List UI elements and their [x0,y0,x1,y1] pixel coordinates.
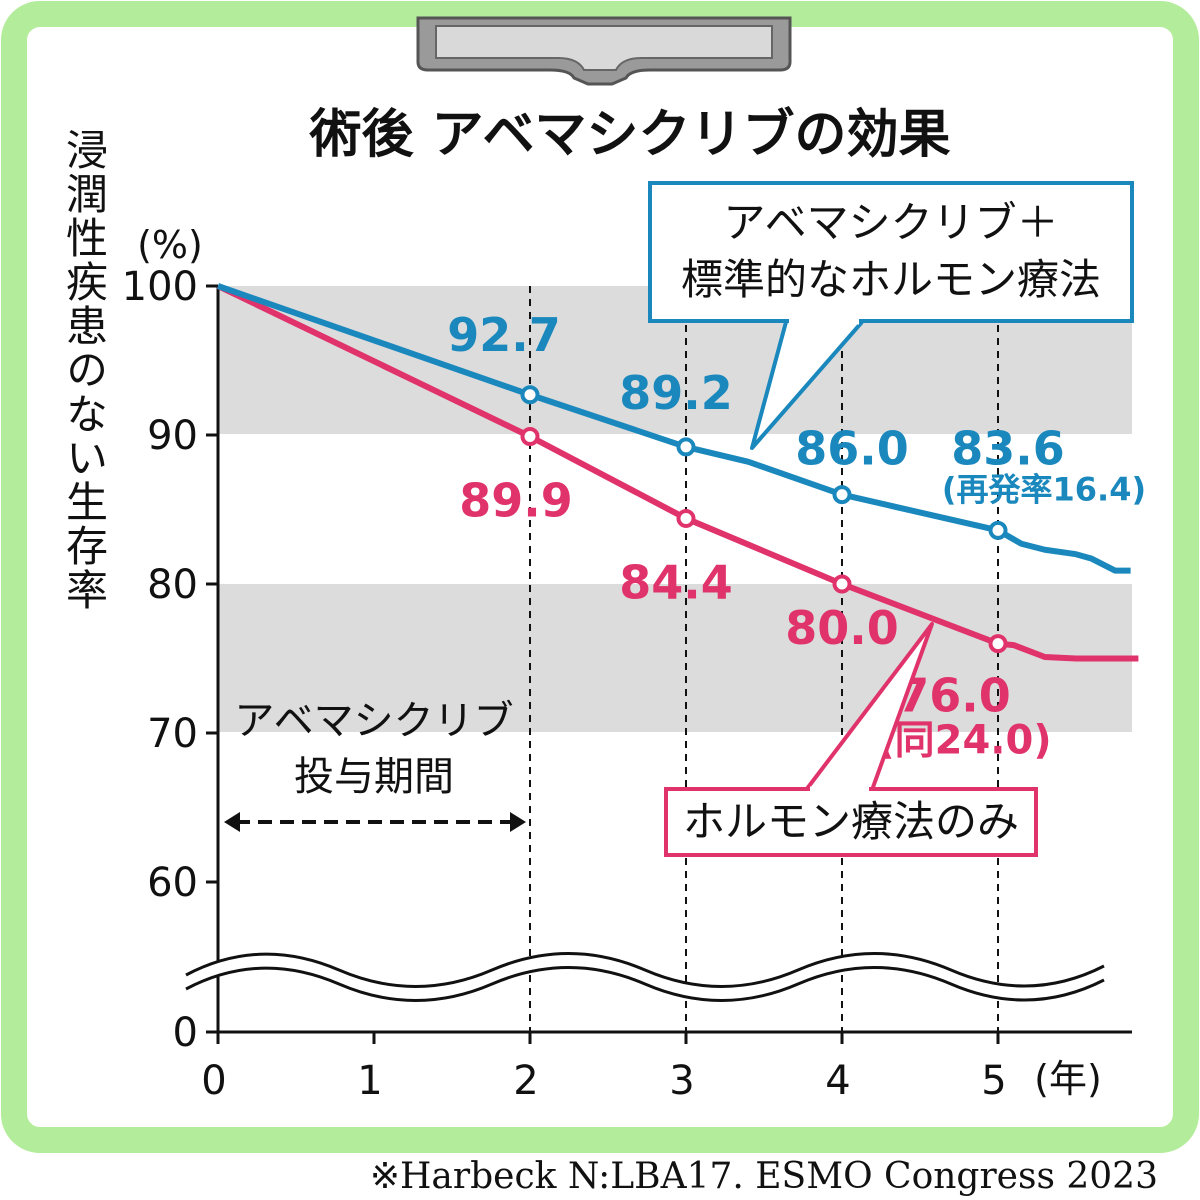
band-70-80 [218,584,1132,732]
y-tick-label-70: 70 [147,711,198,757]
dosing-arrowhead-right [510,812,526,832]
x-unit-label: (年) [1034,1057,1102,1101]
series-line-abemaciclib [217,283,1131,574]
x-tick-group: 0 1 2 3 4 5 [201,1032,1007,1104]
data-label-hormone-3: 84.4 [619,555,733,609]
legend-hormone-only: ホルモン療法のみ [683,797,1019,846]
y-tick-group: 100 90 80 70 60 0 [122,264,218,1056]
marker-hormone-2 [520,426,540,446]
x-tick-label-1: 1 [357,1058,382,1104]
data-label-hormone-2: 89.9 [459,473,573,527]
dosing-arrowhead-left [224,812,240,832]
marker-hormone-3 [676,508,696,528]
x-tick-label-2: 2 [513,1058,538,1104]
x-tick-label-4: 4 [825,1058,850,1104]
legend-box-abemaciclib: アベマシクリブ＋ 標準的なホルモン療法 [648,181,1134,450]
x-tick-label-3: 3 [669,1058,694,1104]
marker-group [520,385,1008,654]
y-tick-label-90: 90 [147,413,198,459]
y-tick-label-60: 60 [147,860,198,906]
data-label-hormone-4: 80.0 [785,601,899,655]
data-label-abemaciclib-2: 92.7 [447,308,561,362]
marker-abemaciclib-2 [520,385,540,405]
clipboard-frame [1,1,1199,1153]
y-tick-label-80: 80 [147,562,198,608]
dosing-period-annotation: アベマシクリブ 投与期間 [224,698,526,832]
data-label-group: 92.7 89.2 86.0 83.6(再発率16.4) 89.9 84.4 80.0 76.… [447,308,1146,764]
marker-hormone-4 [832,574,852,594]
dosing-label-line1: アベマシクリブ [234,698,513,744]
dosing-label-line2: 投与期間 [294,754,454,800]
y-unit-label: (%) [137,223,203,267]
sublabel-hormone-5: (同24.0) [876,718,1051,764]
chart-title: 術後 アベマシクリブの効果 [308,105,950,165]
y-tick-label-0: 0 [173,1010,198,1056]
clipboard-clip [416,16,792,86]
y-axis-label: 浸潤性疾患のない生存率 [60,128,109,612]
x-tick-label-5: 5 [981,1058,1006,1104]
data-label-abemaciclib-5: 83.6 [951,421,1065,475]
axis-break [185,952,1105,1002]
sublabel-abemaciclib-5: (再発率16.4) [942,470,1146,508]
legend-abemaciclib-line2: 標準的なホルモン療法 [681,255,1101,304]
marker-hormone-5 [988,634,1008,654]
y-tick-label-100: 100 [122,264,198,310]
data-label-abemaciclib-3: 89.2 [619,366,733,420]
data-label-abemaciclib-4: 86.0 [795,422,909,476]
legend-abemaciclib-line1: アベマシクリブ＋ [723,198,1058,247]
x-tick-label-0: 0 [201,1058,226,1104]
marker-abemaciclib-3 [676,437,696,457]
marker-abemaciclib-4 [832,485,852,505]
marker-abemaciclib-5 [988,520,1008,540]
data-label-hormone-5: 76.0 [897,669,1011,723]
source-citation: ※Harbeck N:LBA17. ESMO Congress 2023 [370,1156,1158,1197]
legend-box-hormone-only: ホルモン療法のみ [664,622,1038,857]
